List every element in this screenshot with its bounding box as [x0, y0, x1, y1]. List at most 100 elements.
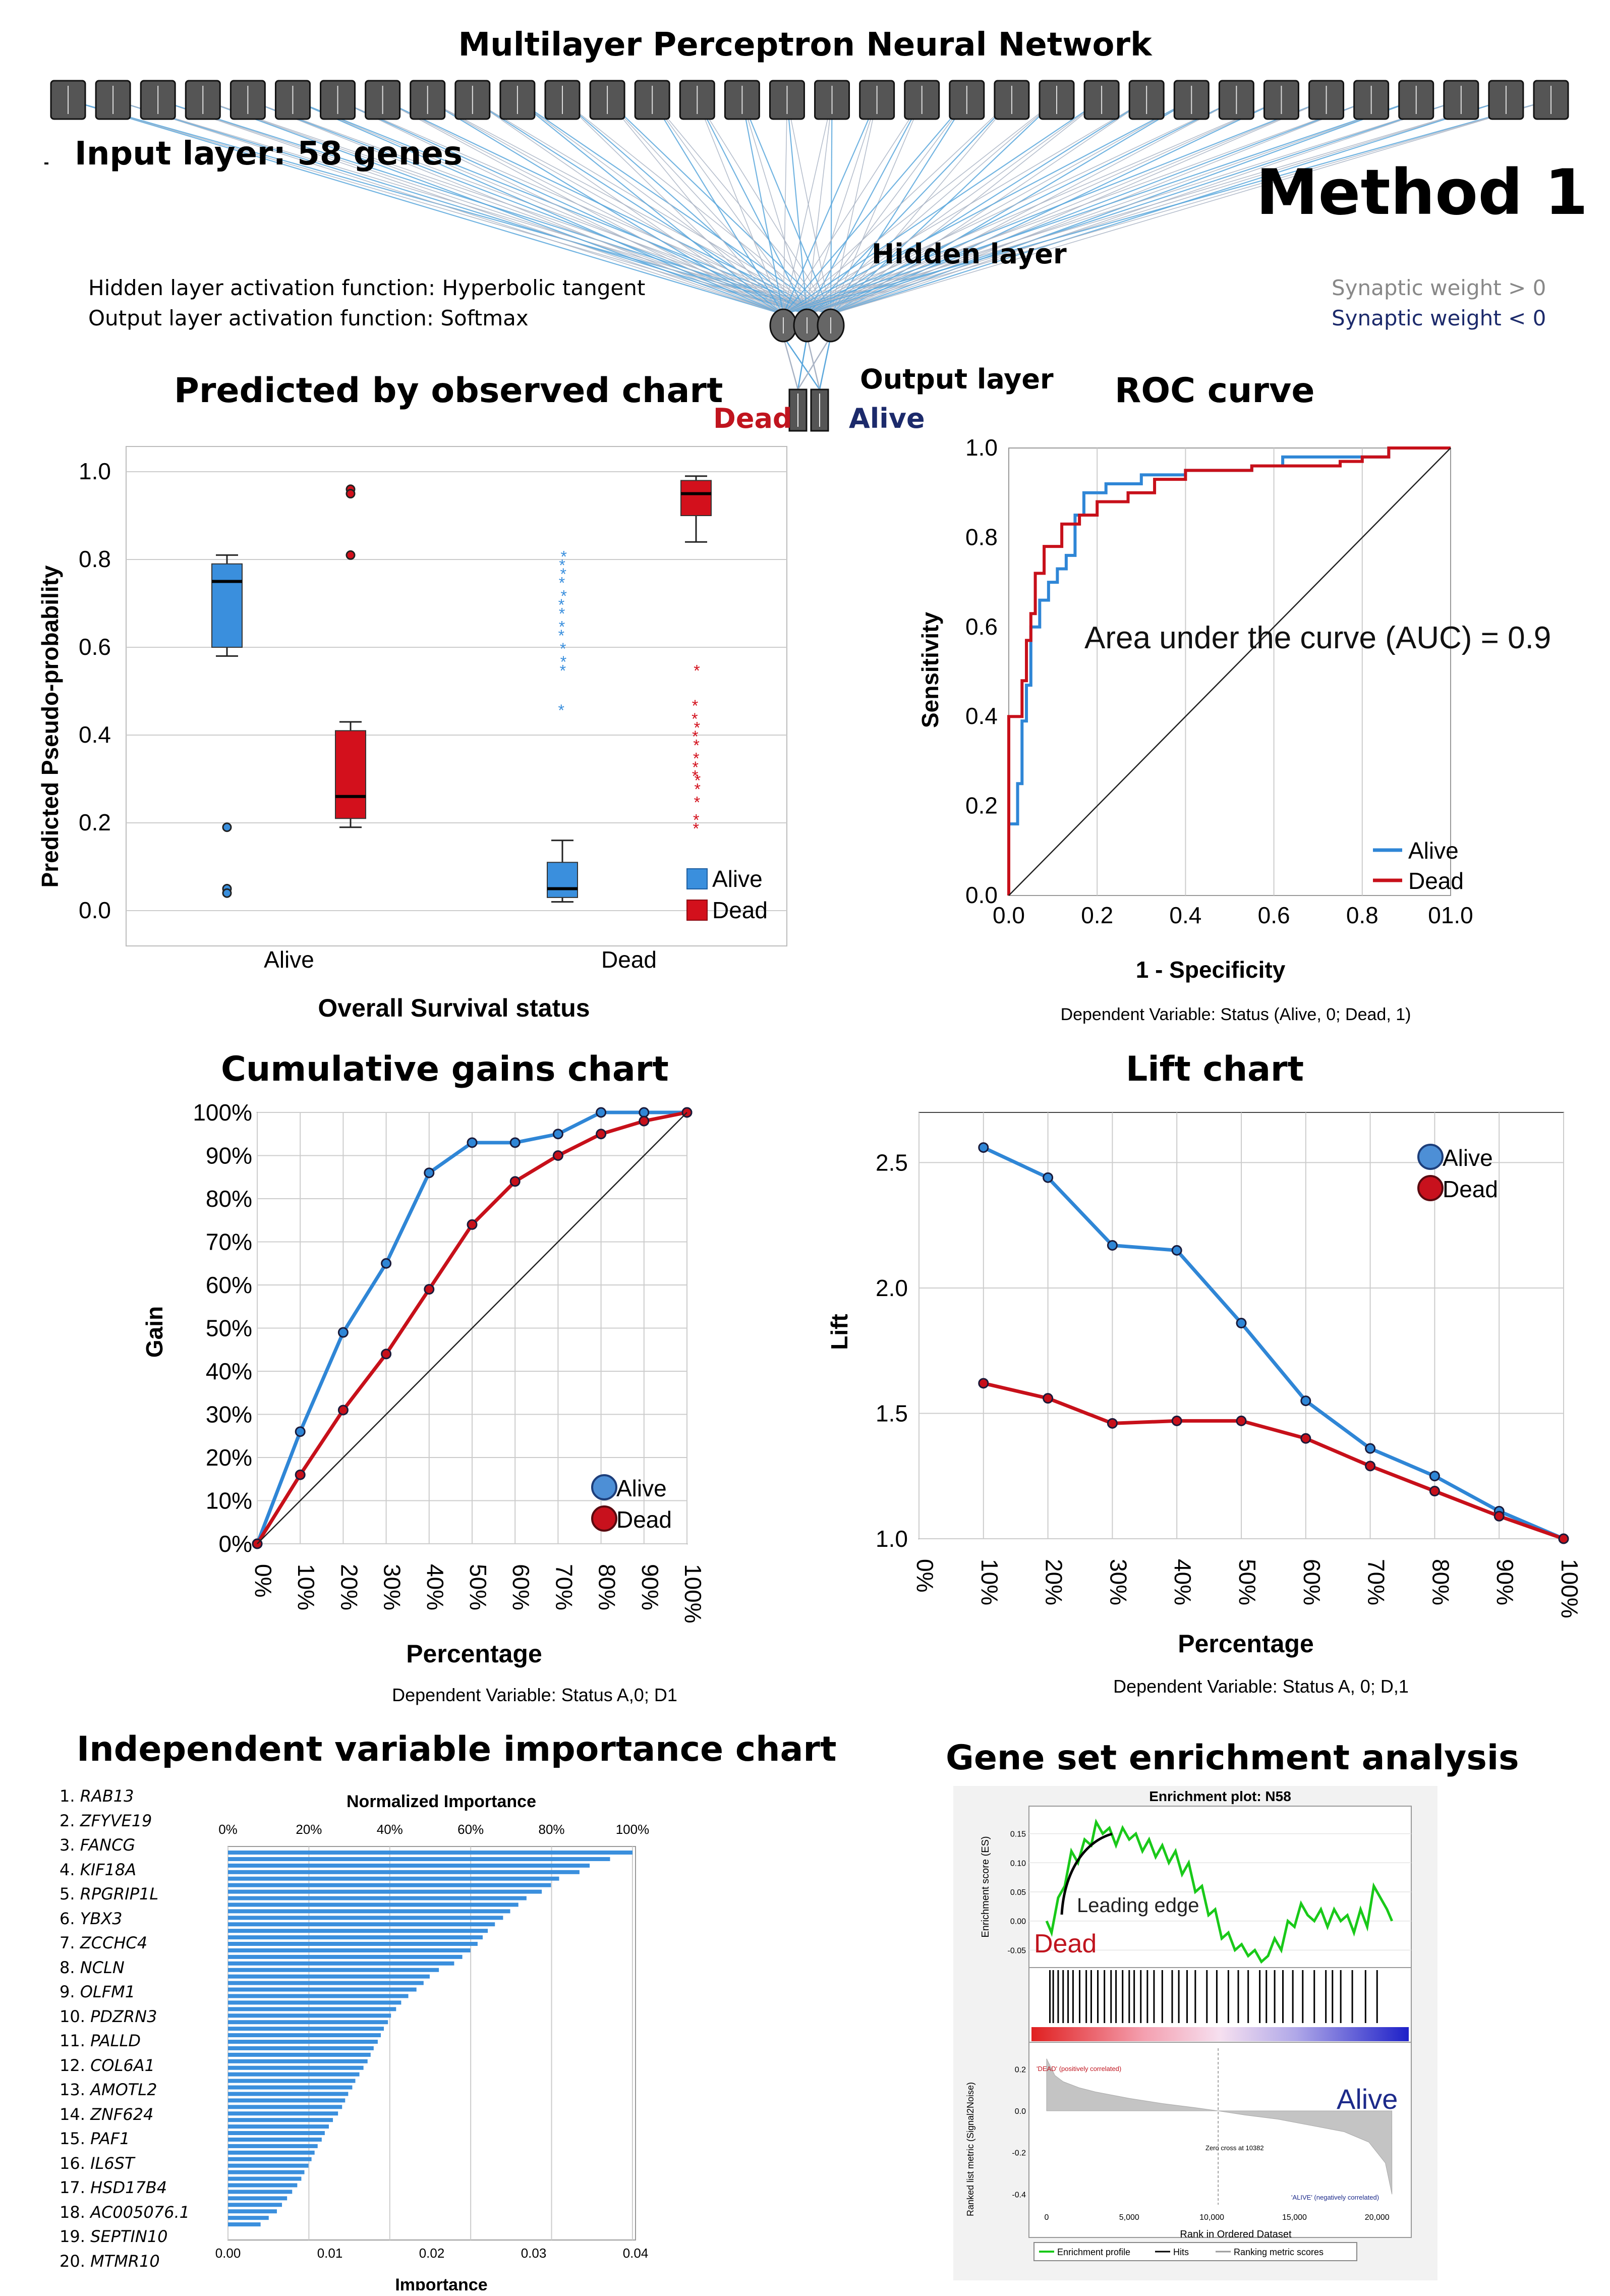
input-node: [1084, 81, 1119, 119]
box-alive: [547, 862, 578, 898]
lift-point: [1559, 1534, 1568, 1543]
lift-point: [1044, 1394, 1053, 1403]
gains-point: [597, 1130, 606, 1139]
synaptic-weight: [783, 100, 1191, 314]
importance-bar: [228, 2073, 360, 2077]
importance-bar: [228, 1870, 580, 1874]
top-tick-label: 60%: [457, 1822, 484, 1837]
x-tick-label: 100%: [1557, 1559, 1583, 1618]
gains-legend-dead: Dead: [616, 1506, 672, 1533]
input-node: [1534, 81, 1568, 119]
x-tick-label: 0.6: [1258, 902, 1290, 928]
lift-legend-dead: Dead: [1443, 1176, 1498, 1202]
importance-chart: 0% 20% 40% 60% 80% 100%0.00 0.01 0.02 0.03 0.04 N…: [192, 1786, 676, 2290]
lift-chart: 1.0 1.5 2.0 2.5 0% 10% 20% 30% 40% 50% 60% 70% 80% 90…: [807, 1090, 1610, 1715]
hidden-nodes: [770, 309, 844, 342]
gains-point: [468, 1220, 477, 1229]
predicted-chart: 0.00.20.40.60.81.0 *********************…: [0, 434, 807, 1039]
input-nodes: [51, 81, 1568, 119]
gene-list-item: 13. AMOTL2: [60, 2078, 190, 2102]
x-tick-label: 50%: [465, 1564, 491, 1610]
gsea-legend-ranking: Ranking metric scores: [1234, 2247, 1324, 2257]
importance-bar: [228, 1883, 551, 1887]
gains-legend-alive: Alive: [616, 1475, 667, 1501]
importance-bar: [228, 2059, 368, 2063]
gains-point: [382, 1259, 391, 1268]
roc-legend-alive: Alive: [1408, 837, 1459, 864]
box-dead: [335, 731, 366, 818]
gene-list-item: 6. YBX3: [60, 1907, 190, 1931]
importance-top-label: Normalized Importance: [347, 1792, 536, 1811]
x-tick-label: 20%: [336, 1564, 362, 1610]
outlier-star: *: [560, 662, 566, 680]
roc-ylabel: Sensitivity: [917, 612, 943, 729]
x-tick-label: 0%: [912, 1559, 938, 1592]
y-tick-label: 0.4: [965, 703, 998, 729]
gsea-plot-title: Enrichment plot: N58: [1149, 1788, 1291, 1804]
input-node: [680, 81, 714, 119]
input-node: [950, 81, 984, 119]
importance-bar: [228, 1935, 483, 1939]
lift-point: [1366, 1444, 1375, 1453]
x-tick-label: 40%: [422, 1564, 448, 1610]
importance-bar: [228, 2144, 318, 2148]
gains-point: [640, 1108, 649, 1117]
gains-legend-dead-marker: [592, 1506, 616, 1531]
synaptic-weight: [783, 100, 922, 314]
lift-note: Dependent Variable: Status A, 0; D,1: [1113, 1676, 1409, 1697]
es-tick-label: 0.15: [1010, 1830, 1026, 1839]
gsea-neg-corr: 'ALIVE' (negatively correlated): [1291, 2194, 1379, 2201]
gsea-zero-cross: Zero cross at 10382: [1205, 2144, 1264, 2152]
input-node: [500, 81, 535, 119]
input-node: [590, 81, 624, 119]
y-tick-label: 0.4: [79, 721, 111, 748]
lift-point: [1044, 1173, 1053, 1182]
gains-point: [425, 1285, 434, 1294]
x-tick-label: 10%: [293, 1564, 319, 1610]
input-node: [321, 81, 355, 119]
gene-list-item: 1. RAB13: [60, 1784, 190, 1809]
input-node: [96, 81, 130, 119]
gene-list-item: 17. HSD17B4: [60, 2175, 190, 2200]
importance-bar: [228, 1864, 590, 1868]
y-tick-label: 0.2: [79, 809, 111, 835]
y-tick-label: 0.2: [965, 793, 998, 819]
input-node: [1219, 81, 1253, 119]
input-node: [231, 81, 265, 119]
input-node: [725, 81, 759, 119]
roc-legend-dead: Dead: [1408, 868, 1464, 894]
y-tick-label: 100%: [193, 1099, 252, 1126]
hidden-node: [770, 309, 796, 342]
importance-bar: [228, 2170, 305, 2174]
importance-bar: [228, 1955, 463, 1959]
x-tick-label: 70%: [551, 1564, 577, 1610]
gains-point: [382, 1350, 391, 1359]
input-node: [1129, 81, 1164, 119]
importance-bar: [228, 2111, 338, 2115]
input-node: [995, 81, 1029, 119]
y-tick-label: 50%: [206, 1315, 252, 1341]
gains-note: Dependent Variable: Status A,0; D1: [392, 1685, 677, 1705]
ranking-color-bar: [1031, 2027, 1409, 2041]
importance-bar: [228, 1902, 519, 1907]
lift-point: [979, 1143, 988, 1152]
input-node: [545, 81, 580, 119]
top-tick-label: 80%: [539, 1822, 565, 1837]
importance-bar: [228, 1962, 454, 1966]
top-tick-label: 20%: [296, 1822, 322, 1837]
outlier-point: [347, 490, 355, 498]
x-tick-label: 30%: [1105, 1559, 1131, 1605]
x-tick-label: 90%: [1492, 1559, 1518, 1605]
importance-bar: [228, 1975, 430, 1979]
importance-bar: [228, 1890, 542, 1894]
gene-list-item: 9. OLFM1: [60, 1980, 190, 2004]
importance-bar: [228, 2131, 325, 2135]
outlier-star: *: [694, 662, 700, 680]
y-tick-label: 2.5: [876, 1149, 908, 1175]
bottom-tick-label: 0.02: [419, 2246, 445, 2261]
y-tick-label: 0.8: [79, 546, 111, 572]
lift-point: [1494, 1511, 1504, 1521]
legend-positive-weight: Synaptic weight > 0: [1332, 275, 1546, 300]
lift-xlabel: Percentage: [1178, 1630, 1314, 1658]
lift-legend-alive-marker: [1418, 1145, 1443, 1169]
